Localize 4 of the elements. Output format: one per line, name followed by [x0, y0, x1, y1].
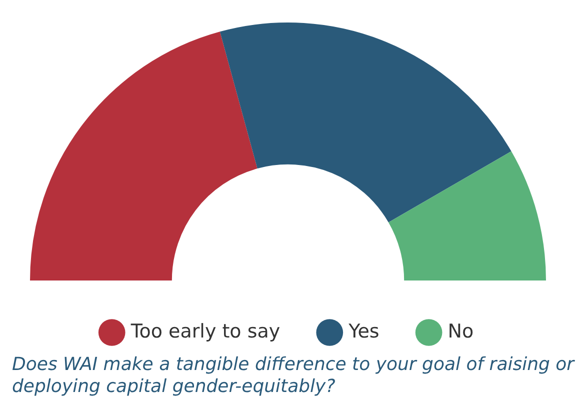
legend-label: Too early to say [130, 320, 280, 342]
legend-label: Yes [348, 320, 380, 342]
legend-label: No [448, 320, 474, 342]
text: Does WAI make a tangible difference to your goal of raising or deploying capital gender-equitably? [11, 354, 576, 398]
